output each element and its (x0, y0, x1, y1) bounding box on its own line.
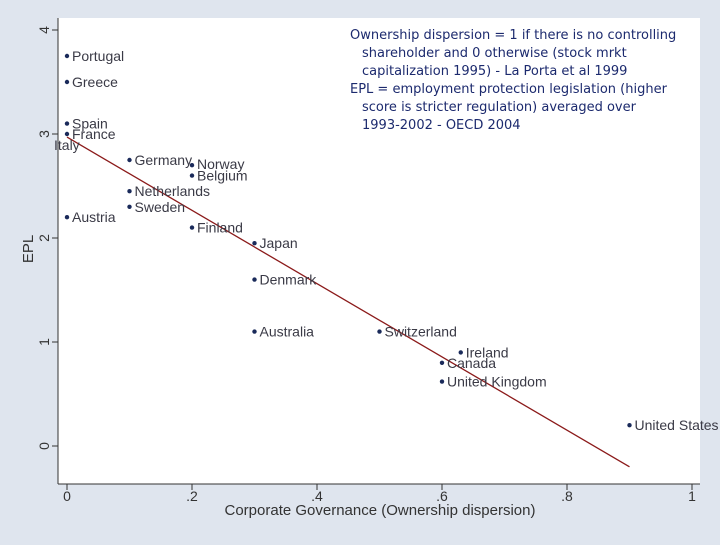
point-ireland (458, 350, 463, 355)
fit-layer (66, 136, 630, 468)
point-label-australia: Australia (260, 324, 315, 340)
x-tick-label: .4 (311, 488, 323, 504)
y-axis-title: EPL (20, 235, 37, 263)
fit-line (66, 136, 630, 468)
y-tick-label: 4 (36, 26, 52, 34)
point-united-states (627, 423, 632, 428)
y-tick-label: 1 (36, 338, 52, 346)
point-sweden (127, 204, 132, 209)
y-tick-label: 3 (36, 130, 52, 138)
point-label-greece: Greece (72, 74, 118, 90)
annotation-line: EPL = employment protection legislation … (350, 82, 668, 97)
point-greece (64, 79, 70, 85)
point-label-austria: Austria (72, 209, 116, 225)
point-austria (64, 215, 70, 220)
point-germany (127, 157, 132, 163)
point-label-italy: Italy (54, 137, 80, 153)
point-label-canada: Canada (447, 355, 496, 371)
point-netherlands (127, 189, 132, 194)
annotation-line: 1993-2002 - OECD 2004 (362, 118, 521, 133)
point-label-portugal: Portugal (72, 48, 124, 64)
point-japan (252, 241, 257, 246)
x-tick-label: .2 (186, 488, 198, 504)
point-france (64, 131, 70, 137)
point-australia (252, 329, 257, 334)
ticks-layer: 0 1 2 3 4 0 .2 .4 .6 .8 1 (36, 26, 696, 504)
point-label-united-states: United States (635, 417, 719, 433)
point-portugal (64, 53, 70, 59)
point-canada (439, 360, 445, 365)
point-label-united-kingdom: United Kingdom (447, 374, 547, 390)
point-norway (189, 163, 195, 168)
x-tick-label: 1 (688, 488, 696, 504)
point-label-spain: Spain (72, 116, 108, 132)
point-spain (64, 121, 70, 126)
point-label-germany: Germany (135, 152, 193, 168)
point-label-sweden: Sweden (135, 199, 186, 215)
plot-area (58, 18, 700, 484)
point-switzerland (377, 329, 382, 334)
y-tick-label: 2 (36, 234, 52, 242)
x-tick-label: .6 (436, 488, 448, 504)
annotation-line: Ownership dispersion = 1 if there is no … (350, 28, 676, 43)
point-label-japan: Japan (260, 235, 298, 251)
annotation-note: Ownership dispersion = 1 if there is no … (350, 28, 676, 133)
x-tick-label: .8 (561, 488, 573, 504)
point-label-ireland: Ireland (466, 344, 509, 360)
point-belgium (189, 173, 195, 178)
point-denmark (252, 277, 257, 282)
point-label-finland: Finland (197, 220, 243, 236)
point-label-france: France (72, 126, 116, 142)
annotation-line: shareholder and 0 otherwise (stock mrkt (362, 46, 627, 61)
point-united-kingdom (439, 379, 445, 384)
annotation-line: score is stricter regulation) averaged o… (362, 100, 637, 115)
annotation-line: capitalization 1995) - La Porta et al 19… (362, 64, 627, 79)
x-axis-title: Corporate Governance (Ownership dispersi… (225, 502, 536, 519)
point-label-denmark: Denmark (260, 272, 318, 288)
point-label-switzerland: Switzerland (385, 324, 457, 340)
x-tick-label: 0 (63, 488, 71, 504)
point-finland (189, 225, 195, 230)
point-label-belgium: Belgium (197, 168, 248, 184)
point-label-netherlands: Netherlands (135, 183, 211, 199)
point-label-norway: Norway (197, 156, 244, 172)
y-tick-label: 0 (36, 442, 52, 450)
